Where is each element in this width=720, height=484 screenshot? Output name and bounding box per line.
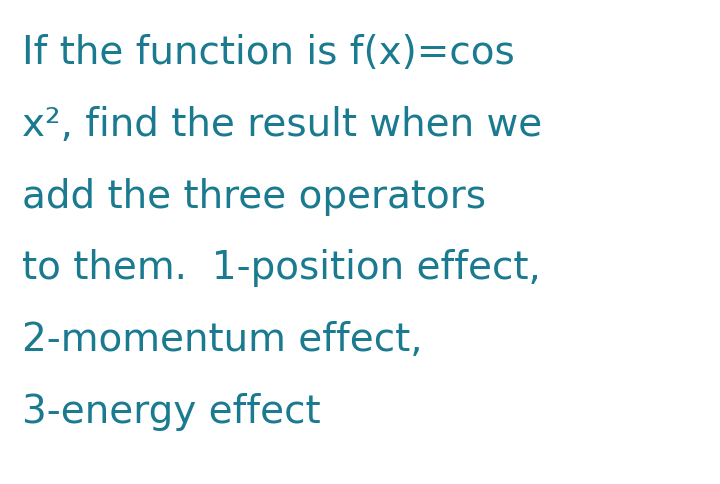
Text: 2-momentum effect,: 2-momentum effect,	[22, 320, 422, 358]
Text: add the three operators: add the three operators	[22, 177, 485, 215]
Text: to them.  1-position effect,: to them. 1-position effect,	[22, 249, 540, 287]
Text: 3-energy effect: 3-energy effect	[22, 392, 320, 430]
Text: x², find the result when we: x², find the result when we	[22, 106, 542, 143]
Text: If the function is f(x)=cos: If the function is f(x)=cos	[22, 34, 514, 72]
